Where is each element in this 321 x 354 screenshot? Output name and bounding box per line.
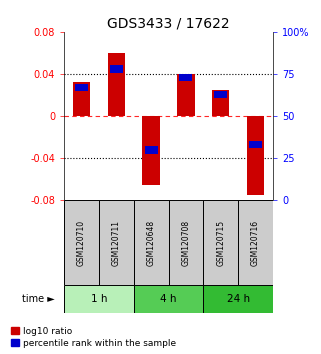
Bar: [214, 91, 227, 98]
Text: GSM120708: GSM120708: [181, 219, 190, 266]
Bar: [110, 65, 123, 73]
FancyBboxPatch shape: [169, 200, 203, 285]
FancyBboxPatch shape: [238, 200, 273, 285]
Bar: [177, 74, 195, 116]
Text: GSM120715: GSM120715: [216, 219, 225, 266]
Bar: [143, 116, 160, 185]
Legend: log10 ratio, percentile rank within the sample: log10 ratio, percentile rank within the …: [11, 327, 176, 348]
Bar: [249, 141, 262, 148]
Text: GSM120648: GSM120648: [147, 219, 156, 266]
Text: GSM120716: GSM120716: [251, 219, 260, 266]
Bar: [247, 116, 264, 195]
Text: 1 h: 1 h: [91, 294, 107, 304]
FancyBboxPatch shape: [203, 200, 238, 285]
Bar: [203, 285, 273, 313]
FancyBboxPatch shape: [134, 200, 169, 285]
Title: GDS3433 / 17622: GDS3433 / 17622: [107, 17, 230, 31]
Text: GSM120711: GSM120711: [112, 219, 121, 266]
Bar: [73, 82, 90, 116]
Text: 4 h: 4 h: [160, 294, 177, 304]
Bar: [134, 285, 203, 313]
Text: GSM120710: GSM120710: [77, 219, 86, 266]
Text: 24 h: 24 h: [227, 294, 250, 304]
Bar: [212, 90, 230, 116]
Bar: [75, 84, 88, 91]
FancyBboxPatch shape: [99, 200, 134, 285]
Bar: [179, 74, 192, 81]
Text: time ►: time ►: [22, 294, 55, 304]
FancyBboxPatch shape: [64, 200, 99, 285]
Bar: [145, 146, 158, 154]
Bar: [64, 285, 134, 313]
Bar: [108, 53, 125, 116]
